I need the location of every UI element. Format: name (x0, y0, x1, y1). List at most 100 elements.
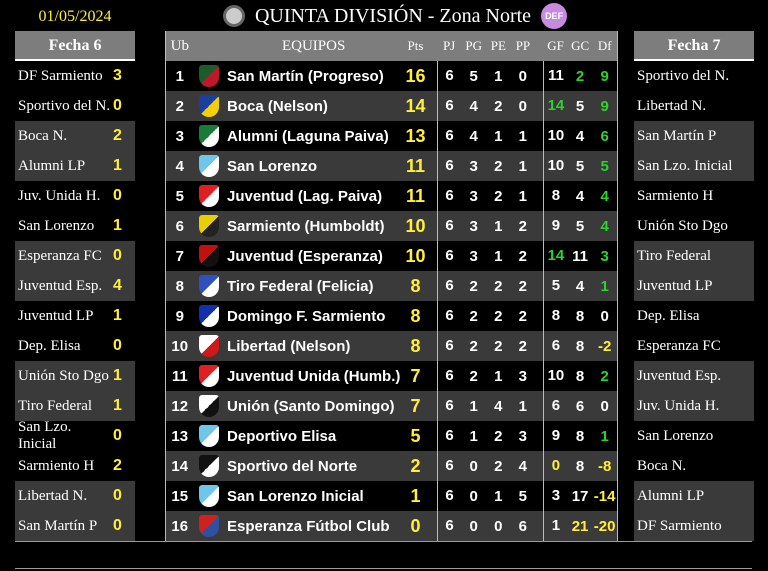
score: 0 (113, 427, 122, 444)
result-row: San Martín P 0 (15, 511, 135, 541)
fixture-row: Sportivo del N. (634, 61, 754, 91)
points: 13 (405, 125, 426, 146)
score: 1 (113, 307, 122, 324)
position: 9 (175, 307, 184, 325)
result-row: Sarmiento H 2 (15, 451, 135, 481)
goals-for: 3 (543, 481, 568, 511)
lost: 0 (518, 97, 528, 115)
score: 0 (113, 337, 122, 354)
fecha-7-header: Fecha 7 (634, 31, 754, 61)
goal-difference: 9 (600, 97, 609, 115)
goals-for: 0 (543, 451, 568, 481)
lost: 0 (518, 67, 528, 85)
played: 6 (436, 211, 462, 241)
points: 11 (405, 155, 425, 176)
fecha-6-results: Fecha 6 DF Sarmiento 3 Sportivo del N. 0 Boc… (15, 31, 135, 541)
drawn: 1 (494, 367, 503, 385)
fixture-row: San Martín P (634, 121, 754, 151)
team-name: Juv. Unida H. (18, 187, 101, 204)
team-name: Unión Sto Dgo (637, 217, 728, 234)
goal-difference: -20 (593, 517, 616, 535)
fixture-row: Tiro Federal (634, 241, 754, 271)
fixture-row: San Lzo. Inicial (634, 151, 754, 181)
team-crest-icon (199, 65, 220, 87)
goals-against: 8 (575, 367, 585, 385)
team-crest-icon (199, 125, 220, 147)
position: 12 (171, 397, 189, 415)
result-row: Dep. Elisa 0 (15, 331, 135, 361)
team-name: Sportivo del N. (637, 67, 730, 84)
team-name: San Martín P (18, 517, 98, 534)
table-row: 9 Domingo F. Sarmiento 8 6 2 2 2 8 8 0 (166, 301, 617, 331)
score: 0 (113, 97, 122, 114)
divider (15, 568, 752, 569)
team-name: Boca N. (18, 127, 68, 144)
result-row: Juventud LP 1 (15, 301, 135, 331)
drawn: 2 (494, 337, 503, 355)
team-crest-icon (199, 455, 220, 477)
goals-for: 14 (543, 241, 568, 271)
col-team: EQUIPOS (281, 37, 346, 54)
goals-against: 21 (571, 517, 589, 535)
played: 6 (436, 451, 462, 481)
score: 2 (113, 457, 122, 474)
goals-for: 10 (543, 361, 568, 391)
team-name: San Martín (Progreso) (227, 67, 384, 85)
lost: 1 (518, 127, 528, 145)
drawn: 1 (494, 127, 503, 145)
points: 14 (405, 95, 426, 116)
goal-difference: 5 (600, 157, 609, 175)
team-name: Juventud (Lag. Paiva) (227, 187, 383, 205)
result-row: Juv. Unida H. 0 (15, 181, 135, 211)
team-name: Deportivo Elisa (227, 427, 337, 445)
goals-against: 4 (575, 277, 585, 295)
col-pe: PE (490, 38, 506, 53)
team-name: Sportivo del N. (18, 97, 111, 114)
goal-difference: 4 (600, 217, 609, 235)
played: 6 (436, 331, 462, 361)
lost: 4 (518, 457, 528, 475)
result-row: Juventud Esp. 4 (15, 271, 135, 301)
team-name: Alumni LP (637, 487, 705, 504)
played: 6 (436, 121, 462, 151)
team-name: DF Sarmiento (18, 67, 103, 84)
table-row: 6 Sarmiento (Humboldt) 10 6 3 1 2 9 5 4 (166, 211, 617, 241)
team-name: Boca N. (637, 457, 687, 474)
played: 6 (436, 361, 462, 391)
points: 7 (410, 395, 421, 416)
team-name: Sportivo del Norte (227, 457, 358, 475)
team-name: Esperanza FC (637, 337, 721, 354)
position: 7 (175, 247, 184, 265)
team-name: San Lorenzo (18, 217, 95, 234)
col-pg: PG (465, 38, 483, 53)
drawn: 2 (494, 157, 503, 175)
table-row: 10 Libertad (Nelson) 8 6 2 2 2 6 8 -2 (166, 331, 617, 361)
divider (15, 541, 752, 542)
table-row: 11 Juventud Unida (Humb.) 7 6 2 1 3 10 8… (166, 361, 617, 391)
table-row: 2 Boca (Nelson) 14 6 4 2 0 14 5 9 (166, 91, 617, 121)
score: 2 (113, 127, 122, 144)
team-crest-icon (199, 185, 220, 207)
drawn: 2 (494, 277, 503, 295)
lost: 5 (518, 487, 528, 505)
team-crest-icon (199, 245, 220, 267)
score: 1 (113, 367, 122, 384)
played: 6 (436, 511, 462, 541)
table-row: 4 San Lorenzo 11 6 3 2 1 10 5 5 (166, 151, 617, 181)
team-name: Libertad N. (18, 487, 88, 504)
goal-difference: -8 (597, 457, 612, 475)
table-row: 1 San Martín (Progreso) 16 6 5 1 0 11 2 … (166, 61, 617, 91)
result-row: Unión Sto Dgo 1 (15, 361, 135, 391)
result-row: San Lorenzo 1 (15, 211, 135, 241)
team-name: Esperanza Fútbol Club (227, 517, 390, 535)
won: 5 (469, 67, 478, 85)
team-name: Domingo F. Sarmiento (227, 307, 386, 325)
team-crest-icon (199, 365, 220, 387)
position: 16 (171, 517, 189, 535)
points: 16 (405, 65, 426, 86)
goals-for: 9 (543, 211, 568, 241)
fixture-row: Dep. Elisa (634, 301, 754, 331)
lost: 1 (518, 397, 528, 415)
team-name: Juventud LP (637, 277, 713, 294)
won: 4 (469, 127, 478, 145)
